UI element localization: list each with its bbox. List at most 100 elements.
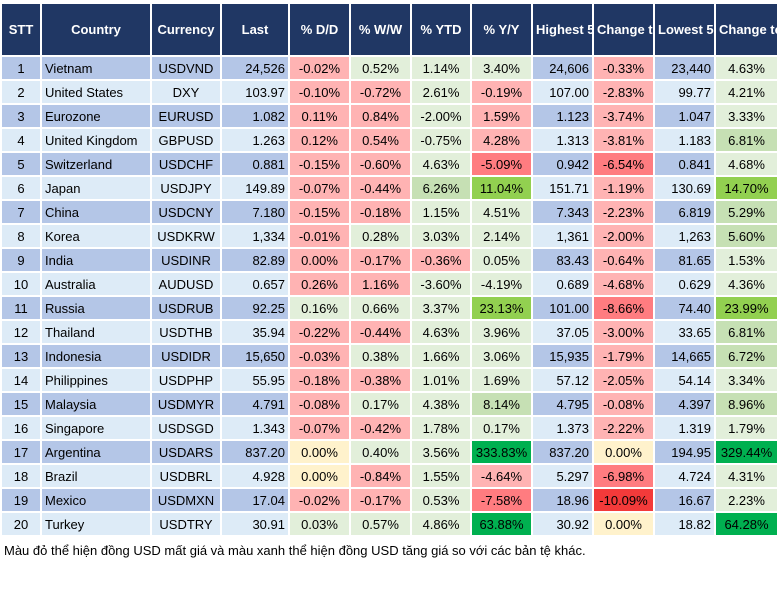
cell-last: 1.263	[220, 127, 290, 153]
cell-dd: -0.10%	[288, 79, 351, 105]
table-row: 1 Vietnam USDVND 24,526 -0.02% 0.52% 1.14% 3.40…	[0, 55, 777, 81]
column-header-last: Last	[220, 2, 290, 57]
cell-chh: -3.00%	[592, 319, 655, 345]
cell-ww: -0.38%	[349, 367, 412, 393]
table-row: 3 Eurozone EURUSD 1.082 0.11% 0.84% -2.00% 1.59…	[0, 103, 777, 129]
table-row: 18 Brazil USDBRL 4.928 0.00% -0.84% 1.55% -4.64…	[0, 463, 777, 489]
cell-high: 18.96	[531, 487, 594, 513]
cell-currency: USDINR	[150, 247, 222, 273]
cell-low: 1.319	[653, 415, 716, 441]
cell-last: 0.657	[220, 271, 290, 297]
cell-currency: USDKRW	[150, 223, 222, 249]
cell-chh: -2.00%	[592, 223, 655, 249]
cell-yy: 63.88%	[470, 511, 533, 537]
cell-chl: 1.53%	[714, 247, 777, 273]
cell-country: Eurozone	[40, 103, 152, 129]
cell-country: Japan	[40, 175, 152, 201]
cell-ytd: 4.86%	[410, 511, 472, 537]
cell-last: 4.928	[220, 463, 290, 489]
cell-stt: 10	[0, 271, 42, 297]
cell-country: Korea	[40, 223, 152, 249]
cell-last: 35.94	[220, 319, 290, 345]
cell-low: 99.77	[653, 79, 716, 105]
cell-low: 194.95	[653, 439, 716, 465]
column-header-currency: Currency	[150, 2, 222, 57]
cell-yy: 4.28%	[470, 127, 533, 153]
column-header-ww: % W/W	[349, 2, 412, 57]
cell-ww: 0.57%	[349, 511, 412, 537]
cell-dd: 0.00%	[288, 463, 351, 489]
cell-dd: -0.07%	[288, 175, 351, 201]
cell-low: 74.40	[653, 295, 716, 321]
cell-ytd: 1.14%	[410, 55, 472, 81]
cell-currency: USDSGD	[150, 415, 222, 441]
cell-chh: -2.05%	[592, 367, 655, 393]
cell-stt: 3	[0, 103, 42, 129]
cell-yy: -0.19%	[470, 79, 533, 105]
cell-stt: 15	[0, 391, 42, 417]
cell-dd: -0.08%	[288, 391, 351, 417]
cell-chh: -0.64%	[592, 247, 655, 273]
cell-ww: 0.84%	[349, 103, 412, 129]
cell-last: 55.95	[220, 367, 290, 393]
cell-last: 149.89	[220, 175, 290, 201]
cell-low: 23,440	[653, 55, 716, 81]
cell-dd: -0.02%	[288, 487, 351, 513]
cell-currency: USDVND	[150, 55, 222, 81]
cell-yy: 0.05%	[470, 247, 533, 273]
cell-chh: -6.98%	[592, 463, 655, 489]
column-header-high: Highest 52W	[531, 2, 594, 57]
cell-ww: -0.72%	[349, 79, 412, 105]
cell-high: 151.71	[531, 175, 594, 201]
cell-high: 1.373	[531, 415, 594, 441]
cell-stt: 6	[0, 175, 42, 201]
cell-high: 7.343	[531, 199, 594, 225]
column-header-country: Country	[40, 2, 152, 57]
cell-chh: -2.23%	[592, 199, 655, 225]
cell-chh: -0.33%	[592, 55, 655, 81]
cell-currency: USDIDR	[150, 343, 222, 369]
cell-low: 16.67	[653, 487, 716, 513]
cell-stt: 12	[0, 319, 42, 345]
cell-chh: 0.00%	[592, 439, 655, 465]
cell-last: 24,526	[220, 55, 290, 81]
cell-yy: 11.04%	[470, 175, 533, 201]
cell-ww: -0.84%	[349, 463, 412, 489]
cell-dd: -0.02%	[288, 55, 351, 81]
cell-ytd: -0.36%	[410, 247, 472, 273]
cell-ww: 0.52%	[349, 55, 412, 81]
cell-ww: 1.16%	[349, 271, 412, 297]
cell-country: Brazil	[40, 463, 152, 489]
cell-high: 15,935	[531, 343, 594, 369]
cell-ww: 0.40%	[349, 439, 412, 465]
cell-stt: 9	[0, 247, 42, 273]
cell-country: Australia	[40, 271, 152, 297]
cell-chl: 14.70%	[714, 175, 777, 201]
cell-chl: 3.33%	[714, 103, 777, 129]
cell-last: 17.04	[220, 487, 290, 513]
cell-high: 1,361	[531, 223, 594, 249]
cell-yy: 333.83%	[470, 439, 533, 465]
column-header-chh: Change to H52W	[592, 2, 655, 57]
table-row: 10 Australia AUDUSD 0.657 0.26% 1.16% -3.60% -4…	[0, 271, 777, 297]
cell-stt: 8	[0, 223, 42, 249]
table-row: 8 Korea USDKRW 1,334 -0.01% 0.28% 3.03% 2.14% 1,…	[0, 223, 777, 249]
cell-currency: USDCNY	[150, 199, 222, 225]
cell-country: China	[40, 199, 152, 225]
cell-currency: USDJPY	[150, 175, 222, 201]
cell-currency: AUDUSD	[150, 271, 222, 297]
cell-chh: -1.19%	[592, 175, 655, 201]
cell-country: Switzerland	[40, 151, 152, 177]
cell-chl: 329.44%	[714, 439, 777, 465]
cell-low: 54.14	[653, 367, 716, 393]
cell-ww: -0.42%	[349, 415, 412, 441]
cell-chl: 64.28%	[714, 511, 777, 537]
footnote: Màu đỏ thể hiện đồng USD mất giá và màu …	[4, 543, 586, 558]
cell-chl: 4.31%	[714, 463, 777, 489]
cell-chl: 5.60%	[714, 223, 777, 249]
cell-stt: 18	[0, 463, 42, 489]
cell-ww: 0.28%	[349, 223, 412, 249]
cell-dd: 0.26%	[288, 271, 351, 297]
cell-ww: 0.66%	[349, 295, 412, 321]
cell-yy: 1.59%	[470, 103, 533, 129]
